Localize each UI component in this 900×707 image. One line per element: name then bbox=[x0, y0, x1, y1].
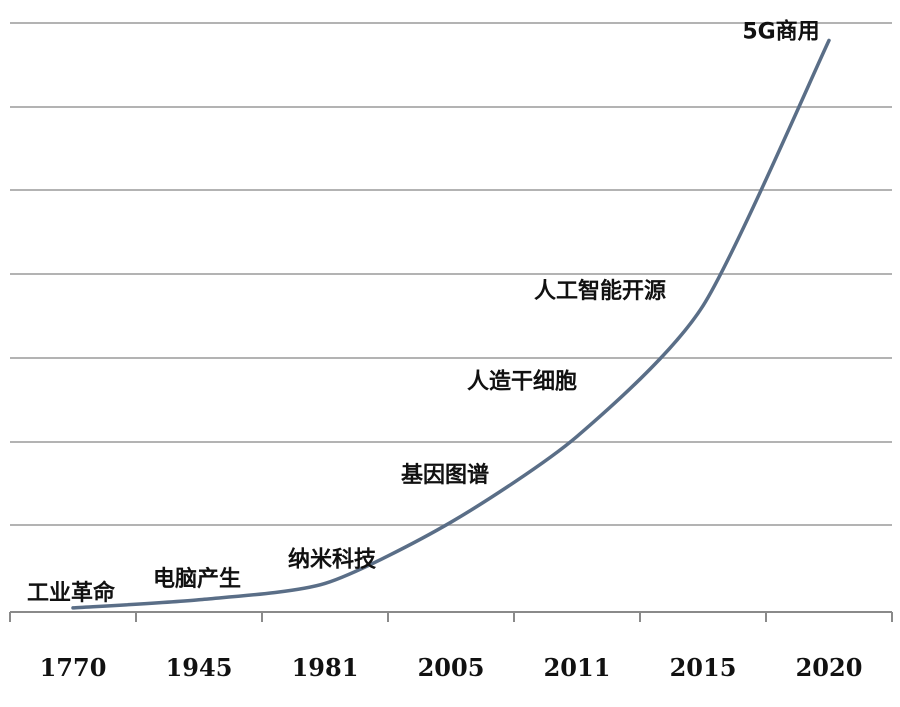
annotation-label: 人造干细胞 bbox=[467, 368, 577, 394]
annotation-label: 基因图谱 bbox=[401, 462, 489, 488]
series-layer bbox=[71, 38, 831, 610]
annotation-label: 电脑产生 bbox=[153, 566, 241, 592]
data-point bbox=[197, 598, 201, 602]
x-tick-label: 1945 bbox=[166, 653, 233, 682]
x-tick-label: 1981 bbox=[292, 653, 359, 682]
annotation-label: 人工智能开源 bbox=[534, 278, 666, 304]
data-point bbox=[575, 434, 579, 438]
data-point bbox=[323, 581, 327, 585]
annotation-label: 纳米科技 bbox=[288, 546, 377, 572]
annotation-label: 5G商用 bbox=[742, 18, 819, 44]
x-tick-label: 2005 bbox=[418, 653, 485, 682]
data-point bbox=[449, 520, 453, 524]
annotation-label: 工业革命 bbox=[27, 580, 116, 606]
x-tick-label: 2020 bbox=[796, 653, 863, 682]
annotations-layer: 工业革命 电脑产生 纳米科技 基因图谱 人造干细胞 人工智能开源 5G商用 bbox=[27, 18, 820, 606]
data-point bbox=[71, 606, 75, 610]
x-tick-label: 2011 bbox=[544, 653, 611, 682]
data-point bbox=[827, 38, 831, 42]
x-tick-label: 2015 bbox=[670, 653, 737, 682]
x-tick-label: 1770 bbox=[40, 653, 107, 682]
grid bbox=[10, 22, 892, 526]
data-point bbox=[701, 304, 705, 308]
x-axis: 1770 1945 1981 2005 2011 2015 2020 bbox=[9, 611, 893, 682]
series-line bbox=[71, 38, 831, 610]
